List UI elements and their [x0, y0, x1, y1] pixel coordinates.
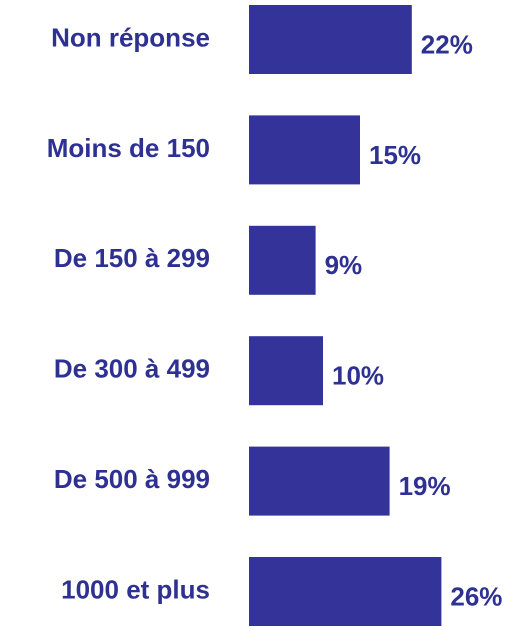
- value-label: 10%: [332, 361, 384, 391]
- value-label: 9%: [325, 250, 363, 280]
- category-label: De 500 à 999: [54, 464, 210, 494]
- bar: [249, 336, 323, 406]
- bar: [249, 225, 316, 295]
- category-label: De 150 à 299: [54, 243, 210, 273]
- value-label: 19%: [399, 471, 451, 501]
- category-label: Moins de 150: [47, 133, 210, 163]
- value-label: 15%: [369, 140, 421, 170]
- bar: [249, 115, 360, 185]
- category-label: De 300 à 499: [54, 354, 210, 384]
- bar: [249, 557, 442, 626]
- value-label: 26%: [450, 581, 502, 611]
- value-label: 22%: [421, 29, 473, 59]
- bar: [249, 5, 412, 74]
- category-label: 1000 et plus: [61, 574, 210, 604]
- bar: [249, 446, 390, 516]
- category-label: Non réponse: [51, 22, 210, 52]
